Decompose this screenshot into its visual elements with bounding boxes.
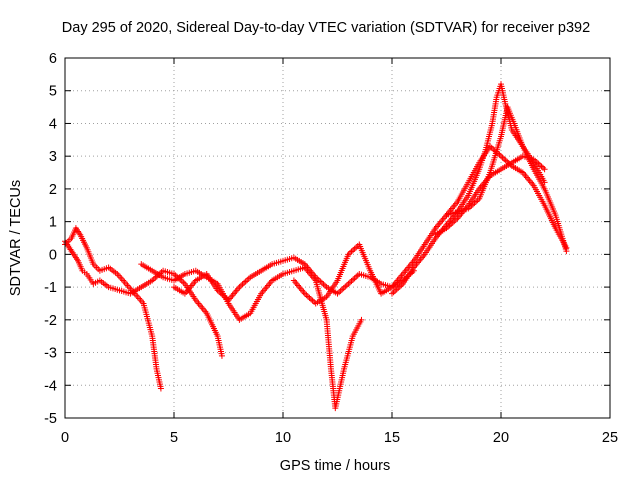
data-point: [540, 164, 547, 171]
data-point: [239, 281, 246, 288]
y-tick-label: 5: [49, 84, 57, 100]
data-point: [354, 272, 361, 279]
data-point: [392, 287, 399, 294]
axis-ticks: 0 5 10 15 20 25 -5 -4 -3 -2 -1 0 1 2 3 4 5 6: [44, 51, 618, 446]
data-point: [336, 289, 343, 296]
x-tick-label: 5: [170, 430, 178, 446]
data-point: [157, 385, 164, 392]
data-point: [499, 154, 506, 161]
chart-title: Day 295 of 2020, Sidereal Day-to-day VTE…: [62, 20, 590, 36]
data-point: [390, 289, 397, 296]
y-tick-label: -3: [44, 346, 57, 362]
data-point: [180, 279, 187, 286]
data-point: [244, 277, 251, 284]
x-tick-label: 10: [275, 430, 291, 446]
data-point: [350, 276, 357, 283]
data-point: [348, 278, 355, 285]
data-point: [348, 248, 355, 255]
data-point: [306, 294, 313, 301]
data-point: [353, 244, 360, 251]
y-tick-label: -2: [44, 313, 57, 329]
data-point: [241, 279, 248, 286]
data-point: [340, 285, 347, 292]
data-point: [563, 248, 570, 255]
data-point: [389, 290, 395, 297]
series-sat-1: [62, 225, 164, 392]
data-point: [541, 166, 548, 173]
series-sat-6: [389, 81, 570, 297]
data-point: [353, 273, 360, 280]
series-sat-2: [62, 238, 225, 359]
x-tick-label: 20: [493, 430, 509, 446]
y-tick-label: 0: [49, 247, 57, 263]
plot-frame: [64, 57, 611, 419]
y-tick-label: 1: [49, 215, 57, 231]
data-point: [339, 286, 346, 293]
series-sat-3: [138, 261, 365, 412]
data-point: [498, 153, 504, 160]
data-point: [308, 296, 315, 303]
y-tick-label: 3: [49, 149, 57, 165]
data-point: [237, 282, 244, 289]
y-tick-label: -1: [44, 280, 57, 296]
data-point: [342, 283, 349, 290]
data-point: [351, 245, 358, 252]
grid: [65, 58, 610, 418]
data-point: [496, 151, 503, 158]
data-point: [317, 278, 324, 285]
data-point: [346, 279, 353, 286]
y-tick-label: 2: [49, 182, 57, 198]
y-tick-label: -5: [44, 411, 57, 427]
data-point: [501, 155, 508, 162]
data-point: [320, 281, 327, 288]
data-point: [358, 316, 365, 323]
data-point: [242, 278, 249, 285]
data-point: [536, 162, 543, 169]
y-tick-label: 4: [49, 116, 57, 132]
data-point: [343, 282, 350, 289]
series-sat-5: [290, 143, 570, 307]
x-tick-label: 25: [602, 430, 618, 446]
y-tick-label: 6: [49, 51, 57, 67]
x-tick-label: 15: [384, 430, 400, 446]
data-point: [350, 247, 357, 254]
data-points: [62, 81, 570, 412]
x-axis-label: GPS time / hours: [280, 458, 390, 474]
data-point: [541, 179, 548, 186]
data-point: [303, 292, 310, 299]
series-sat-8: [443, 104, 548, 219]
y-tick-label: -4: [44, 378, 57, 394]
x-tick-label: 0: [61, 430, 69, 446]
data-point: [218, 352, 225, 359]
data-point: [304, 293, 311, 300]
y-axis-label: SDTVAR / TECUs: [8, 180, 24, 296]
data-point: [351, 275, 358, 282]
data-point: [345, 280, 352, 287]
